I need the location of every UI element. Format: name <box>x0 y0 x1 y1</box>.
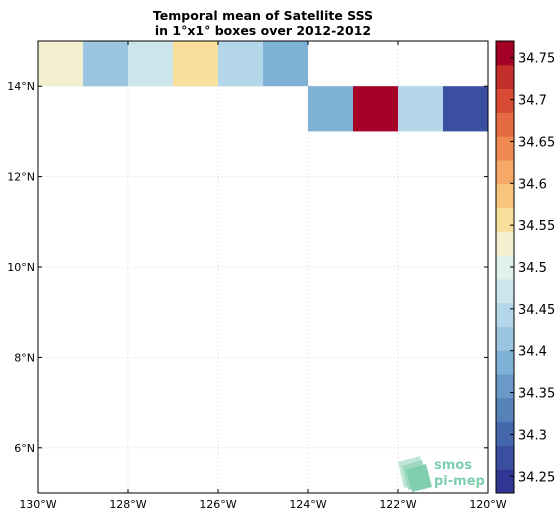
heatmap-cell-5 <box>263 41 308 87</box>
colorbar-tick-label-1: 34.3 <box>518 428 547 443</box>
heatmap-cell-0 <box>38 41 83 87</box>
colorbar-segment-13 <box>496 159 514 185</box>
heatmap-cell-6 <box>308 86 353 132</box>
colorbar-segment-10 <box>496 231 514 256</box>
x-tick-label-1: 128°W <box>109 498 146 511</box>
colorbar-segment-4 <box>496 374 514 399</box>
heatmap-cells <box>38 41 488 132</box>
colorbar-segment-12 <box>496 183 514 209</box>
colorbar-segment-18 <box>496 41 514 66</box>
y-tick-label-0: 6°N <box>14 442 35 455</box>
colorbar-tick-label-7: 34.6 <box>518 177 547 192</box>
colorbar-segment-16 <box>496 88 514 113</box>
colorbar-segment-2 <box>496 421 514 446</box>
chart-title-line2: in 1°x1° boxes over 2012-2012 <box>155 23 371 38</box>
colorbar-tick-label-10: 34.75 <box>518 52 555 67</box>
colorbar-tick-label-9: 34.7 <box>518 94 547 109</box>
x-tick-label-4: 122°W <box>379 498 416 511</box>
colorbar: 34.25 34.3 34.35 34.4 34.45 34.5 34.55 34.6 34.6… <box>495 40 555 494</box>
heatmap-cell-4 <box>218 41 263 87</box>
colorbar-tick-label-8: 34.65 <box>518 135 555 150</box>
colorbar-tick-label-5: 34.5 <box>518 261 547 276</box>
heatmap-cell-8 <box>398 86 443 132</box>
heatmap-cell-3 <box>173 41 218 87</box>
colorbar-segment-3 <box>496 397 514 423</box>
y-tick-label-1: 8°N <box>14 351 35 364</box>
colorbar-segment-8 <box>496 278 514 304</box>
x-tick-label-3: 124°W <box>289 498 326 511</box>
colorbar-segment-1 <box>496 445 514 470</box>
colorbar-tick-label-0: 34.25 <box>518 470 555 485</box>
y-tick-label-3: 12°N <box>7 171 35 184</box>
colorbar-segment-6 <box>496 326 514 351</box>
x-tick-label-0: 130°W <box>19 498 56 511</box>
colorbar-tick-label-4: 34.45 <box>518 303 555 318</box>
y-tick-label-4: 14°N <box>7 80 35 93</box>
colorbar-tick-label-6: 34.55 <box>518 219 555 234</box>
colorbar-segment-0 <box>496 469 514 494</box>
colorbar-segment-7 <box>496 302 514 327</box>
colorbar-segment-17 <box>496 64 514 90</box>
x-tick-label-2: 126°W <box>199 498 236 511</box>
heatmap-cell-1 <box>83 41 128 87</box>
x-axis: 130°W 128°W 126°W 124°W 122°W 120°W <box>19 41 507 511</box>
x-tick-label-5: 120°W <box>469 498 506 511</box>
y-axis: 6°N 8°N 10°N 12°N 14°N <box>7 80 488 455</box>
heatmap-cell-7 <box>353 86 398 132</box>
colorbar-tick-label-2: 34.35 <box>518 387 555 402</box>
colorbar-segment-11 <box>496 207 514 232</box>
heatmap-cell-9 <box>443 86 488 132</box>
colorbar-segment-9 <box>496 255 514 280</box>
chart-title-line1: Temporal mean of Satellite SSS <box>153 8 373 23</box>
colorbar-segment-14 <box>496 136 514 161</box>
y-tick-label-2: 10°N <box>7 261 35 274</box>
smos-pi-mep-logo: smos pi-mep <box>398 456 485 492</box>
colorbar-segment-5 <box>496 350 514 375</box>
logo-leaf-icon <box>398 456 432 492</box>
colorbar-tick-label-3: 34.4 <box>518 345 547 360</box>
logo-text-pi-mep: pi-mep <box>434 474 485 489</box>
colorbar-segment-15 <box>496 112 514 137</box>
heatmap-cell-2 <box>128 41 173 87</box>
logo-text-smos: smos <box>434 458 472 473</box>
